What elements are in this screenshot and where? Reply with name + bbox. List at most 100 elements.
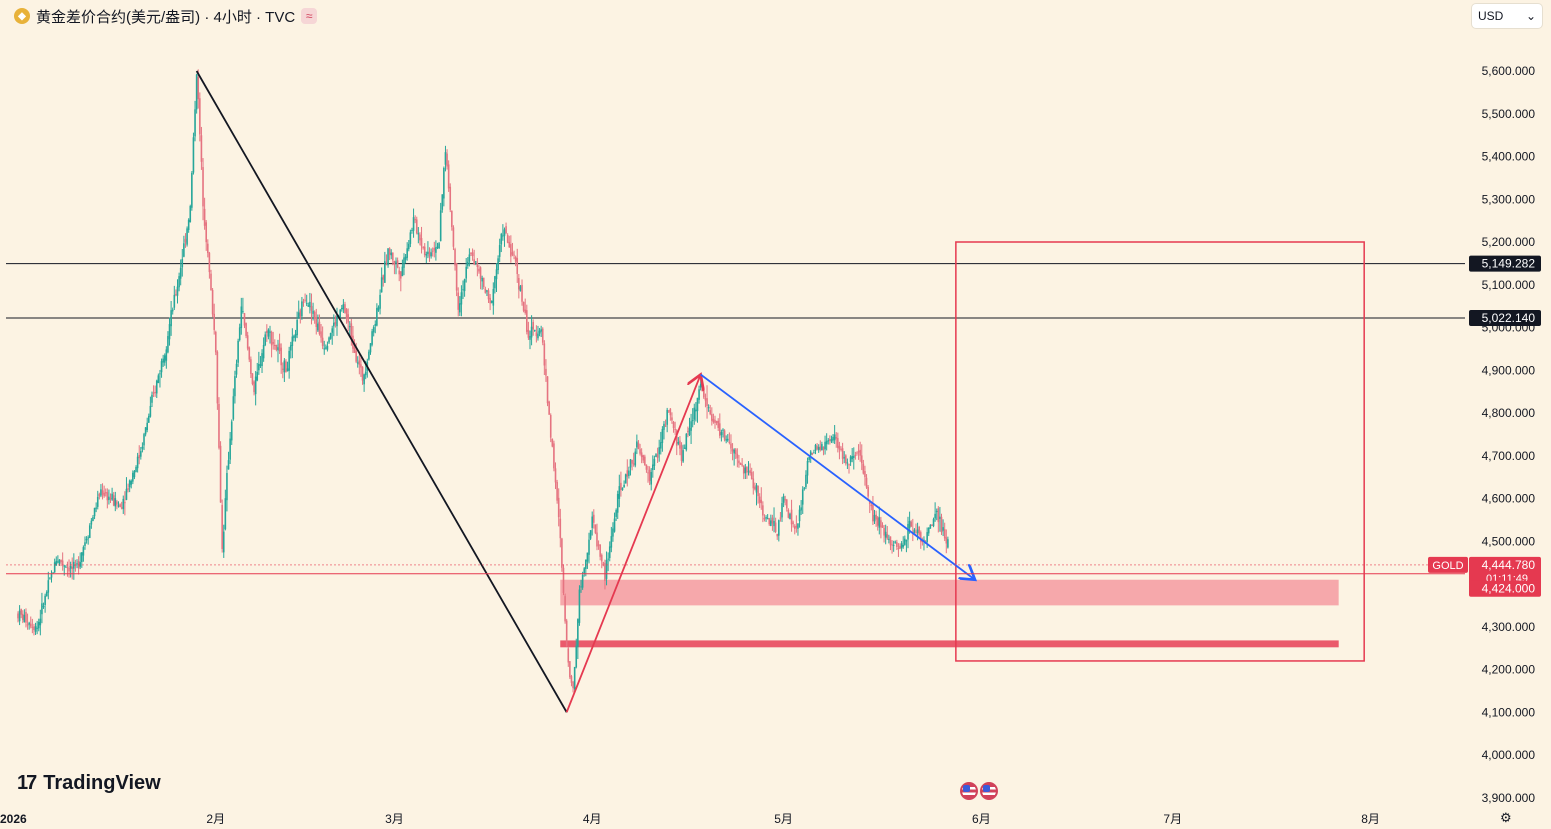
candle xyxy=(840,448,842,450)
candle xyxy=(419,234,421,241)
candle xyxy=(396,260,399,268)
price-label-box[interactable] xyxy=(1469,255,1541,272)
candle xyxy=(84,542,86,546)
candle xyxy=(258,363,260,371)
candle xyxy=(270,332,273,346)
trend-line[interactable] xyxy=(195,70,568,713)
x-tick-label: 6月 xyxy=(972,812,991,826)
candle xyxy=(782,496,785,503)
candle xyxy=(146,422,148,431)
candle xyxy=(916,529,919,534)
trend-line[interactable] xyxy=(700,373,975,580)
tradingview-logo[interactable]: 17 TradingView xyxy=(17,772,161,795)
candle xyxy=(451,211,453,228)
symbol-tag-box[interactable] xyxy=(1428,556,1468,573)
candle xyxy=(530,326,533,338)
candle xyxy=(130,480,133,485)
candle xyxy=(616,493,619,513)
candle xyxy=(677,441,680,444)
candle xyxy=(532,322,534,330)
trend-line[interactable] xyxy=(565,375,701,713)
candle xyxy=(438,243,440,249)
candle xyxy=(479,267,482,279)
candle xyxy=(320,331,322,338)
candle xyxy=(25,611,27,623)
candle xyxy=(120,507,123,509)
candle xyxy=(793,526,796,529)
candle xyxy=(632,463,635,465)
candle xyxy=(719,423,721,436)
candle xyxy=(411,230,413,232)
alert-price-box[interactable] xyxy=(1469,580,1541,597)
candle xyxy=(752,478,755,489)
candle xyxy=(636,441,638,448)
candle xyxy=(575,645,578,668)
wave-icon[interactable]: ≈ xyxy=(301,8,318,24)
currency-select[interactable]: USD ⌄ xyxy=(1472,4,1542,28)
candle xyxy=(443,168,445,199)
candle xyxy=(210,273,212,291)
candle xyxy=(666,409,668,425)
candle xyxy=(447,164,450,189)
candle xyxy=(557,497,560,518)
candle xyxy=(597,544,600,546)
candle xyxy=(401,266,404,277)
candle xyxy=(101,490,104,495)
candle xyxy=(899,545,901,549)
candle xyxy=(852,456,855,458)
candle xyxy=(420,237,423,247)
candle xyxy=(589,530,592,539)
price-label-box[interactable] xyxy=(1469,310,1541,327)
candle xyxy=(803,487,806,489)
candle xyxy=(577,619,579,648)
candle xyxy=(395,261,397,264)
candle xyxy=(841,448,844,459)
candle xyxy=(503,229,506,237)
candle xyxy=(687,430,689,432)
support-zone[interactable] xyxy=(560,579,1339,606)
support-zone-line[interactable] xyxy=(560,640,1339,648)
candle xyxy=(135,467,137,472)
candle xyxy=(640,452,643,458)
candle xyxy=(122,498,125,510)
candle xyxy=(583,568,586,574)
us-flag-icon[interactable] xyxy=(980,782,998,800)
candle xyxy=(608,546,611,559)
candle xyxy=(294,333,297,338)
candle xyxy=(927,527,930,534)
candle xyxy=(361,366,364,381)
y-tick-label: 4,500.000 xyxy=(1482,534,1536,548)
y-tick-label: 5,400.000 xyxy=(1482,150,1536,164)
settings-icon[interactable]: ⚙ xyxy=(1500,810,1512,825)
target-box[interactable] xyxy=(955,241,1365,662)
candle xyxy=(232,396,235,420)
candle xyxy=(168,324,171,340)
current-price-box[interactable] xyxy=(1469,556,1541,586)
candle xyxy=(675,430,678,446)
candle xyxy=(444,152,447,165)
candle xyxy=(356,362,359,364)
candle xyxy=(696,397,699,412)
candle xyxy=(355,350,357,362)
candle xyxy=(242,311,244,313)
candle xyxy=(514,257,517,262)
candle xyxy=(943,529,946,539)
candle xyxy=(758,496,761,503)
candle xyxy=(87,537,89,539)
candle xyxy=(637,442,640,449)
chart-title[interactable]: 黄金差价合约(美元/盎司) · 4小时 · TVC xyxy=(36,8,296,26)
candle xyxy=(569,661,571,678)
candle xyxy=(199,98,201,135)
candle xyxy=(376,308,378,326)
candle xyxy=(92,517,94,522)
candle xyxy=(350,323,353,340)
us-flag-icon[interactable] xyxy=(960,782,978,800)
candle xyxy=(770,520,772,526)
candle xyxy=(621,487,624,491)
candle xyxy=(275,344,278,350)
candle xyxy=(481,277,483,282)
event-markers[interactable] xyxy=(960,782,998,800)
candle xyxy=(138,455,141,459)
